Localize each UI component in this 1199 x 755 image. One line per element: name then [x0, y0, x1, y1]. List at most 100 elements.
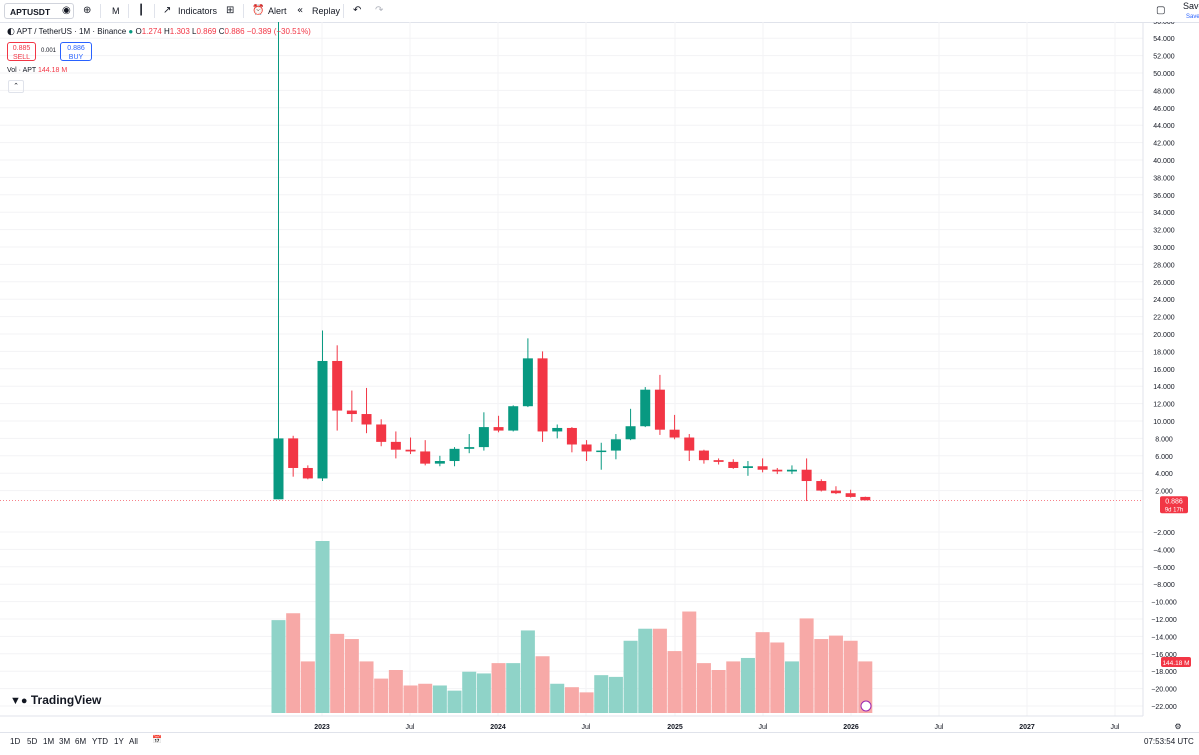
- candle-body: [464, 447, 475, 449]
- range-1y-button[interactable]: 1Y: [114, 737, 124, 746]
- range-6m-button[interactable]: 6M: [75, 737, 87, 746]
- price-tick-label: 22.000: [1153, 315, 1175, 322]
- price-tick-label: 10.000: [1153, 419, 1175, 426]
- range-1d-button[interactable]: 1D: [10, 737, 21, 746]
- candle-body: [816, 481, 827, 491]
- tradingview-logo[interactable]: ▼● TradingView: [10, 693, 101, 707]
- alert-button[interactable]: Alert: [268, 6, 287, 16]
- redo-icon[interactable]: ↷: [375, 5, 384, 16]
- price-tick-label: 2.000: [1155, 489, 1173, 496]
- alert-icon[interactable]: ⏰: [252, 5, 265, 16]
- candle-body: [845, 493, 856, 497]
- add-symbol-icon[interactable]: ⊕: [83, 5, 92, 16]
- chart-grid: [0, 22, 1143, 716]
- price-tick-label: 14.000: [1153, 384, 1175, 391]
- calendar-icon[interactable]: 📅: [152, 735, 162, 744]
- chevron-up-icon: ⌃: [13, 83, 19, 90]
- candle-body: [302, 467, 313, 479]
- candle-body: [449, 448, 460, 462]
- candle-body: [757, 466, 768, 470]
- range-1m-button[interactable]: 1M: [43, 737, 55, 746]
- price-tick-label: −2.000: [1153, 530, 1175, 537]
- time-tick-label: 2023: [314, 724, 330, 731]
- price-tick-label: −20.000: [1151, 687, 1177, 694]
- toolbar-divider: [243, 4, 244, 18]
- price-tick-label: 16.000: [1153, 367, 1175, 374]
- price-tick-label: 54.000: [1153, 36, 1175, 43]
- candle-body: [273, 438, 284, 500]
- bottom-toolbar: [0, 732, 1199, 755]
- toolbar-divider: [100, 4, 101, 18]
- price-tick-label: 52.000: [1153, 54, 1175, 61]
- market-open-dot-icon: ●: [128, 27, 134, 36]
- volume-bar: [506, 663, 521, 713]
- volume-bar: [359, 661, 374, 713]
- volume-bar: [594, 675, 609, 713]
- time-tick-label: Jul: [1111, 724, 1120, 731]
- utc-clock[interactable]: 07:53:54 UTC: [1144, 737, 1194, 746]
- time-tick-label: 2025: [667, 724, 683, 731]
- collapse-legend-button[interactable]: ⌃: [8, 80, 24, 93]
- range-3m-button[interactable]: 3M: [59, 737, 71, 746]
- volume-bar: [300, 661, 315, 713]
- range-all-button[interactable]: All: [129, 737, 138, 746]
- volume-bar: [520, 630, 535, 713]
- symbol-search-button[interactable]: APTUSDT: [4, 3, 74, 19]
- ohlc-h-label: H: [163, 27, 170, 36]
- buy-button[interactable]: 0.886 BUY: [60, 42, 92, 61]
- candle-body: [332, 360, 343, 411]
- price-tick-label: −18.000: [1151, 669, 1177, 676]
- eye-icon[interactable]: ◉: [62, 5, 71, 16]
- time-tick-label: 2024: [490, 724, 506, 731]
- indicators-icon[interactable]: ↗: [163, 5, 172, 16]
- volume-bar: [535, 656, 550, 713]
- fullscreen-icon[interactable]: ▢: [1156, 5, 1166, 16]
- candle-body: [493, 427, 504, 431]
- candle-body: [537, 358, 548, 432]
- interval-button[interactable]: M: [112, 6, 120, 16]
- top-toolbar: APTUSDT ◉ ⊕ M ┃ ↗ Indicators ⊞ ⏰ Alert «…: [0, 0, 1199, 23]
- volume-bar: [564, 687, 579, 713]
- volume-value: 144.18 M: [38, 67, 68, 74]
- price-tick-label: 40.000: [1153, 158, 1175, 165]
- price-tick-label: 6.000: [1155, 454, 1173, 461]
- price-tick-label: 34.000: [1153, 210, 1175, 217]
- ohlc-c-value: 0.886: [224, 27, 245, 36]
- range-ytd-button[interactable]: YTD: [92, 737, 108, 746]
- pair-title[interactable]: APT / TetherUS · 1M · Binance: [16, 27, 127, 36]
- candle-body: [566, 427, 577, 445]
- layouts-icon[interactable]: ⊞: [226, 5, 235, 16]
- candle-body: [669, 429, 680, 438]
- spread-value: 0.001: [41, 48, 57, 54]
- replay-button[interactable]: Replay: [312, 6, 341, 16]
- range-5d-button[interactable]: 5D: [27, 737, 38, 746]
- price-tick-label: 56.000: [1153, 22, 1175, 26]
- volume-bar: [696, 663, 711, 713]
- candle-body: [478, 427, 489, 448]
- time-tick-label: Jul: [759, 724, 768, 731]
- tradingview-logo-icon: ▼●: [10, 695, 28, 707]
- candle-body: [654, 389, 665, 430]
- ohlc-l-label: L: [192, 27, 197, 36]
- indicators-button[interactable]: Indicators: [178, 6, 218, 16]
- volume-bar: [770, 642, 785, 713]
- candles: [273, 22, 871, 502]
- price-tick-label: 28.000: [1153, 262, 1175, 269]
- last-price-badge-value: 0.886: [1165, 498, 1183, 505]
- price-chart[interactable]: 56.000 54.000 52.000 50.000 48.000 46.000 44.0…: [0, 22, 1199, 738]
- buy-price: 0.886: [67, 45, 85, 52]
- ohlc-l-value: 0.869: [196, 27, 217, 36]
- last-price-countdown: 9d 17h: [1165, 507, 1183, 513]
- undo-icon[interactable]: ↶: [353, 5, 362, 16]
- price-tick-label: 48.000: [1153, 88, 1175, 95]
- candle-body: [801, 469, 812, 482]
- save-button[interactable]: Save: [1183, 1, 1199, 11]
- price-tick-label: −12.000: [1151, 617, 1177, 624]
- volume-bar: [447, 690, 462, 713]
- candles-style-icon[interactable]: ┃: [138, 5, 145, 16]
- volume-bar: [858, 661, 873, 713]
- sell-button[interactable]: 0.885 SELL: [7, 42, 36, 61]
- price-tick-label: 24.000: [1153, 297, 1175, 304]
- replay-icon[interactable]: «: [297, 5, 304, 16]
- volume-legend[interactable]: Vol · APT 144.18 M: [7, 67, 67, 74]
